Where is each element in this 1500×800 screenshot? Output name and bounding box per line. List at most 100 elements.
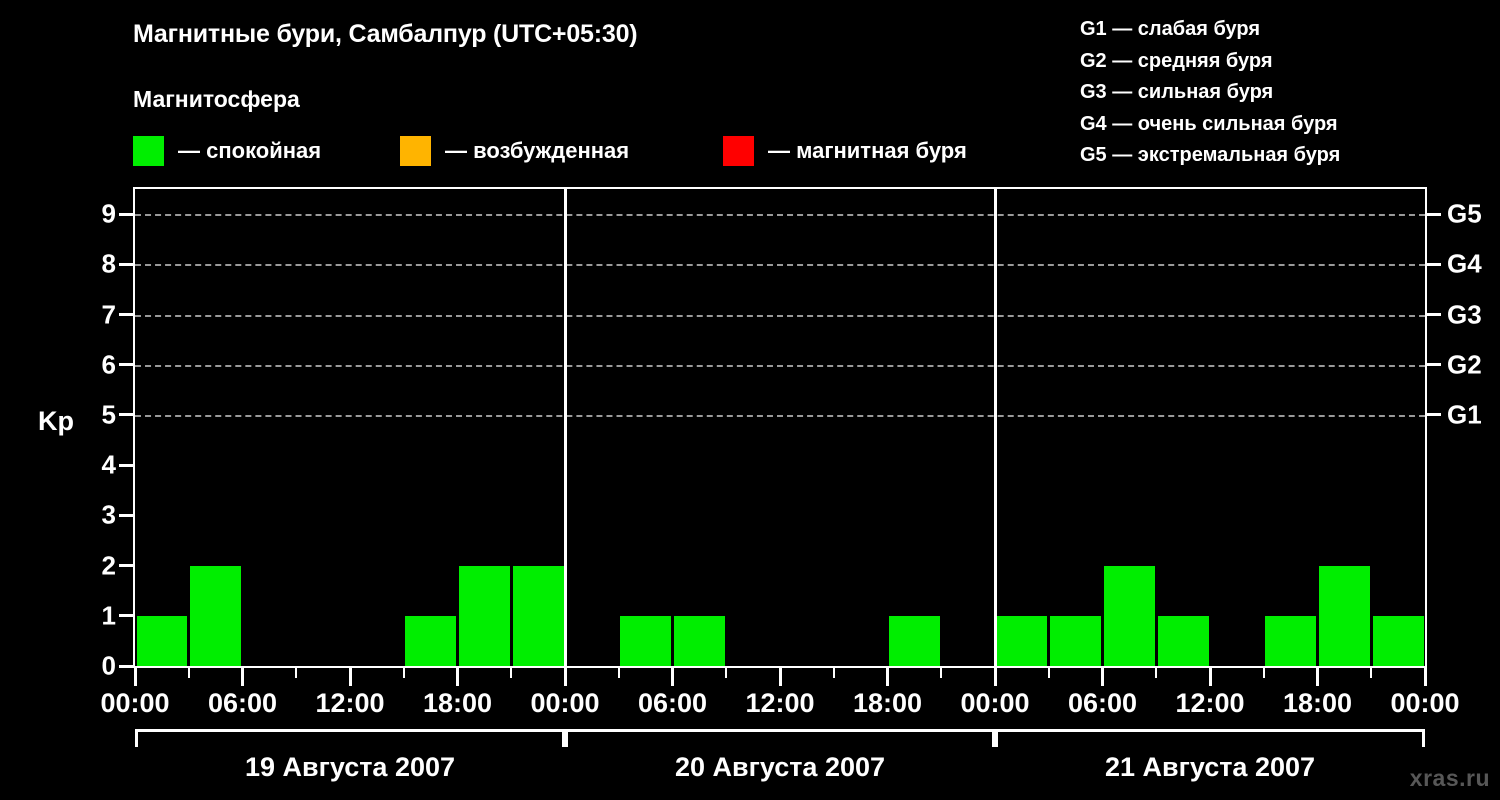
- gridline: [135, 364, 1425, 367]
- x-axis-label: 12:00: [745, 688, 815, 718]
- watermark: xras.ru: [1409, 765, 1490, 791]
- x-axis-tick-minor: [1262, 668, 1265, 678]
- legend-label: — возбужденная: [445, 138, 630, 163]
- kp-bar: [620, 615, 671, 666]
- kp-bar: [674, 615, 725, 666]
- plot-inner: [135, 187, 1425, 668]
- gridline: [135, 414, 1425, 417]
- g-axis-label: G5: [1447, 198, 1482, 229]
- g-axis-tick: [1427, 363, 1441, 367]
- x-axis-tick-major: [1316, 668, 1319, 686]
- x-axis-tick-major: [778, 668, 782, 686]
- g-scale-row: G4 — очень сильная буря: [1080, 112, 1338, 135]
- kp-bar: [1050, 615, 1101, 666]
- x-axis-tick-major: [1101, 668, 1104, 686]
- quiet-swatch: [133, 136, 164, 166]
- g-scale-row: G3 — сильная буря: [1080, 81, 1274, 103]
- y-axis-tick: [119, 413, 133, 417]
- y-axis-tick: [119, 313, 133, 317]
- kp-bar: [136, 615, 188, 666]
- x-axis-label: 18:00: [1282, 688, 1353, 718]
- y-axis-label: 9: [101, 198, 116, 229]
- date-label: 19 Августа 2007: [244, 752, 456, 782]
- g-scale-row: G1 — слабая буря: [1080, 18, 1261, 40]
- date-label: 20 Августа 2007: [674, 752, 886, 782]
- x-axis-tick-minor: [940, 668, 943, 678]
- date-bracket: [565, 729, 995, 747]
- x-axis-tick-minor: [510, 668, 513, 678]
- y-axis-label: 7: [101, 299, 116, 330]
- x-axis-label: 06:00: [1067, 688, 1138, 718]
- x-axis-tick-major: [241, 668, 244, 686]
- x-axis-label: 12:00: [315, 688, 385, 718]
- date-bracket: [995, 729, 1425, 747]
- x-axis-label: 00:00: [960, 688, 1030, 718]
- day-separator: [563, 187, 567, 668]
- y-axis-label: 3: [101, 499, 116, 530]
- kp-bar: [512, 565, 564, 666]
- g-axis-label: G2: [1447, 349, 1482, 380]
- g-axis-label: G1: [1447, 399, 1482, 430]
- y-axis-tick: [119, 212, 133, 216]
- legend-label: — магнитная буря: [768, 138, 967, 163]
- x-axis-tick-minor: [725, 668, 728, 678]
- day-separator: [993, 187, 997, 668]
- x-axis-label: 06:00: [207, 688, 278, 718]
- x-axis-tick-major: [133, 668, 137, 686]
- y-axis-tick: [119, 363, 133, 367]
- x-axis-label: 18:00: [422, 688, 493, 718]
- kp-bar: [1157, 615, 1209, 666]
- x-axis-tick-major: [886, 668, 889, 686]
- y-axis-title: Kp: [38, 406, 74, 436]
- x-axis-label: 18:00: [852, 688, 923, 718]
- y-axis-tick: [119, 463, 133, 467]
- g-axis-tick: [1427, 413, 1441, 417]
- y-axis-tick: [119, 564, 133, 568]
- y-axis-tick: [119, 262, 133, 266]
- date-label: 21 Августа 2007: [1104, 752, 1316, 782]
- kp-bar: [405, 615, 456, 666]
- kp-bar: [1372, 615, 1424, 666]
- magnetosphere-heading: Магнитосфера: [133, 86, 300, 112]
- y-axis-tick: [119, 664, 133, 668]
- x-axis-label: 00:00: [530, 688, 600, 718]
- legend-label: — спокойная: [178, 138, 322, 163]
- x-axis-tick-major: [563, 668, 567, 686]
- x-axis-tick-minor: [402, 668, 405, 678]
- x-axis-tick-major: [348, 668, 352, 686]
- plot-area: [133, 187, 1427, 668]
- gridline: [135, 314, 1425, 317]
- x-axis-tick-major: [671, 668, 674, 686]
- g-scale-row: G5 — экстремальная буря: [1080, 144, 1341, 166]
- g-scale-row: G2 — средняя буря: [1080, 49, 1273, 72]
- page-title: Магнитные бури, Самбалпур (UTC+05:30): [133, 20, 638, 48]
- kp-bar: [996, 615, 1048, 666]
- storm-swatch: [723, 136, 754, 166]
- y-axis-label: 1: [101, 600, 116, 631]
- x-axis-tick-minor: [1047, 668, 1050, 678]
- g-axis-label: G3: [1447, 299, 1482, 330]
- x-axis-label: 00:00: [1390, 688, 1460, 718]
- g-axis-tick: [1427, 313, 1441, 317]
- unsettled-swatch: [400, 136, 431, 166]
- g-axis-tick: [1427, 212, 1441, 216]
- g-axis-tick: [1427, 262, 1441, 266]
- x-axis-label: 06:00: [637, 688, 708, 718]
- x-axis-tick-minor: [617, 668, 620, 678]
- kp-bar: [889, 615, 940, 666]
- g-scale-legend: G1 — слабая буря G2 — средняя буря G3 — си…: [1080, 14, 1340, 172]
- gridline: [135, 214, 1425, 217]
- y-axis-label: 2: [101, 550, 116, 581]
- x-axis-tick-minor: [832, 668, 835, 678]
- y-axis-label: 5: [101, 399, 116, 430]
- g-axis-label: G4: [1447, 248, 1482, 279]
- x-axis-label: 12:00: [1175, 688, 1245, 718]
- x-axis-tick-major: [1208, 668, 1212, 686]
- kp-bar: [1319, 565, 1370, 666]
- y-axis-label: 4: [101, 449, 116, 480]
- kp-bar: [1104, 565, 1155, 666]
- x-axis-tick-major: [1423, 668, 1427, 686]
- y-axis-tick: [119, 513, 133, 517]
- y-axis-label: 6: [101, 349, 116, 380]
